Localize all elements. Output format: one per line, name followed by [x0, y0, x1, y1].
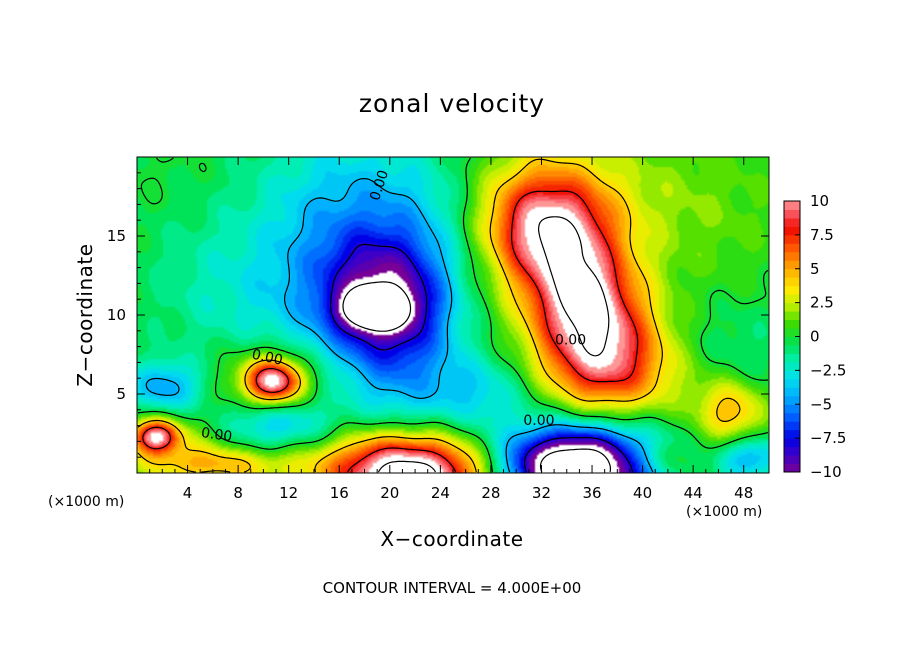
x-tick-label: 48	[734, 484, 753, 502]
colorbar-ticks: 10 7.5 5 2.5 0 −2.5 −5 −7.5 −10	[795, 192, 846, 481]
colorbar-swatch	[784, 438, 800, 448]
y-axis: 5 10 15	[107, 172, 769, 458]
colorbar-tick-label: 10	[810, 192, 829, 210]
colorbar-swatch	[784, 387, 800, 397]
x-tick-label: 24	[431, 484, 450, 502]
y-tick-label: 10	[107, 306, 126, 324]
x-tick-label: 16	[330, 484, 349, 502]
contour-level-neg12	[342, 281, 611, 473]
contour-label: 0.00	[523, 413, 554, 429]
colorbar-swatch	[784, 404, 800, 414]
colorbar-swatch	[784, 378, 800, 388]
contour-level-8	[142, 190, 639, 473]
colorbar-swatch	[784, 260, 800, 270]
colorbar-tick-label: −10	[810, 463, 842, 481]
colorbar-swatch	[784, 336, 800, 346]
colorbar-swatches	[784, 201, 800, 473]
colorbar-swatch	[784, 209, 800, 219]
colorbar-swatch	[784, 217, 800, 227]
contour-level-neg8	[330, 243, 634, 473]
plot-area: 0.000.000.000.000.00	[136, 156, 770, 474]
colorbar-swatch	[784, 463, 800, 473]
colorbar-swatch	[784, 319, 800, 329]
colorbar-swatch	[784, 353, 800, 363]
colorbar-swatch	[784, 268, 800, 278]
colorbar-tick-label: 5	[810, 260, 820, 278]
x-tick-label: 28	[481, 484, 500, 502]
colorbar-swatch	[784, 311, 800, 321]
colorbar-swatch	[784, 251, 800, 261]
colorbar-swatch	[784, 285, 800, 295]
contour-label: 0.00	[555, 332, 586, 348]
colorbar-swatch	[784, 277, 800, 287]
colorbar-tick-label: −7.5	[810, 429, 846, 447]
y-axis-label: Z−coordinate	[73, 243, 97, 386]
colorbar-swatch	[784, 446, 800, 456]
colorbar-swatch	[784, 344, 800, 354]
x-tick-label: 20	[380, 484, 399, 502]
chart-title: zonal velocity	[359, 89, 545, 118]
colorbar-swatch	[784, 429, 800, 439]
colorbar-swatch	[784, 395, 800, 405]
x-tick-label: 36	[582, 484, 601, 502]
colorbar-swatch	[784, 294, 800, 304]
colorbar-swatch	[784, 328, 800, 337]
y-tick-label: 15	[107, 227, 126, 245]
colorbar: 10 7.5 5 2.5 0 −2.5 −5 −7.5 −10	[783, 192, 846, 481]
colorbar-tick-label: 2.5	[810, 294, 834, 312]
colorbar-swatch	[784, 370, 800, 380]
colorbar-tick-label: 0	[810, 328, 820, 346]
x-unit-right: (×1000 m)	[686, 504, 762, 520]
contour-level-12	[377, 216, 610, 473]
x-tick-label: 12	[279, 484, 298, 502]
x-tick-label: 8	[233, 484, 243, 502]
y-tick-label: 5	[116, 385, 126, 403]
colorbar-swatch	[784, 226, 800, 236]
contour-level-neg4	[145, 178, 654, 473]
contour-interval-note: CONTOUR INTERVAL = 4.000E+00	[323, 579, 582, 597]
colorbar-swatch	[784, 361, 800, 371]
colorbar-tick-label: −2.5	[810, 361, 846, 379]
contour-level-0	[137, 157, 769, 473]
colorbar-swatch	[784, 412, 800, 422]
x-unit-left: (×1000 m)	[48, 494, 124, 510]
contour-level-4	[137, 158, 741, 473]
contour-labels: 0.000.000.000.000.00	[200, 168, 586, 445]
colorbar-swatch	[784, 201, 800, 210]
colorbar-swatch	[784, 421, 800, 431]
colorbar-swatch	[784, 234, 800, 244]
colorbar-swatch	[784, 243, 800, 253]
x-tick-label: 4	[183, 484, 193, 502]
colorbar-tick-label: 7.5	[810, 226, 834, 244]
colorbar-swatch	[784, 455, 800, 465]
contour-lines	[137, 157, 769, 473]
x-axis: 4 8 12 16 20 24 28 32 36 40 44 48	[149, 157, 757, 502]
x-tick-label: 44	[684, 484, 703, 502]
x-tick-label: 40	[633, 484, 652, 502]
x-axis-label: X−coordinate	[380, 527, 523, 551]
contour-label: 0.00	[250, 347, 284, 369]
colorbar-tick-label: −5	[810, 395, 832, 413]
colorbar-swatch	[784, 302, 800, 312]
contour-label: 0.00	[200, 425, 233, 445]
x-tick-label: 32	[532, 484, 551, 502]
